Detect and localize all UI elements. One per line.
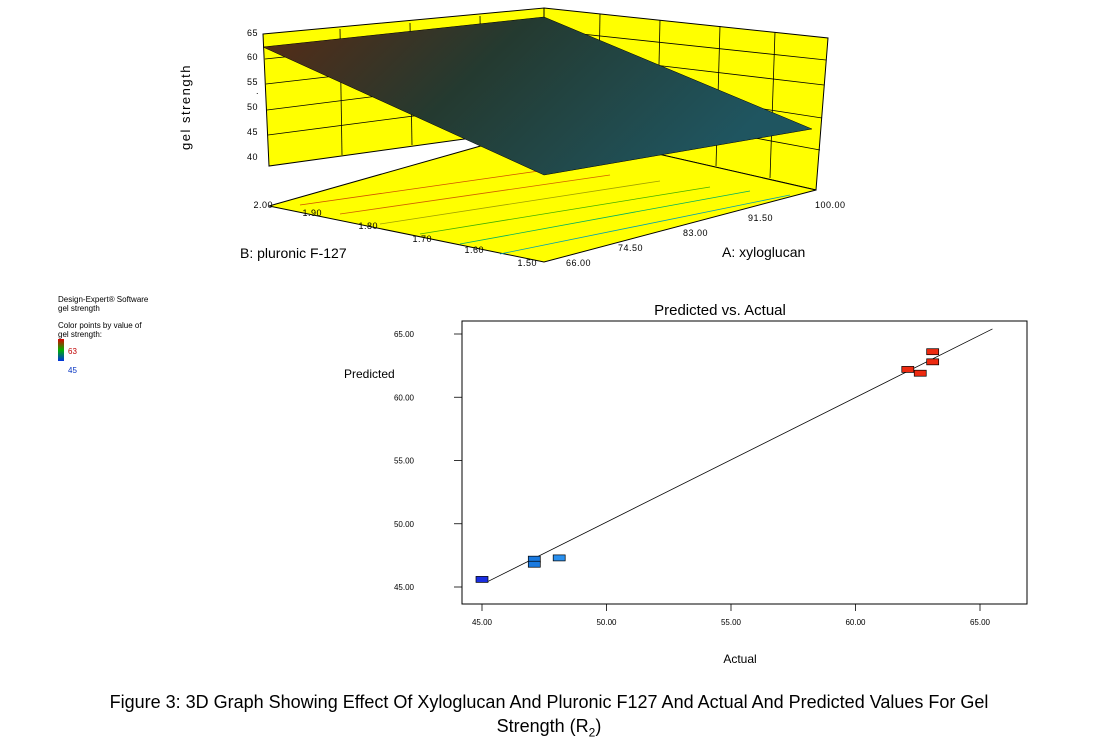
x-tick-label: 50.00: [596, 618, 617, 627]
y-tick-label: 50.00: [394, 520, 415, 529]
chart-title: Predicted vs. Actual: [654, 302, 786, 319]
b-axis-label: B: pluronic F-127: [240, 245, 347, 261]
z-tick-label: 60: [247, 52, 258, 62]
b-tick-label: 1.80: [358, 221, 378, 231]
software-label: Design-Expert® Software: [58, 295, 149, 304]
caption-line-1: Figure 3: 3D Graph Showing Effect Of Xyl…: [109, 692, 989, 712]
plot-frame: [461, 320, 1028, 605]
a-axis-label: A: xyloglucan: [722, 244, 805, 260]
data-point: [552, 554, 566, 562]
response-label: gel strength: [58, 304, 100, 313]
data-point: [913, 369, 927, 377]
a-tick-label: 100.00: [815, 200, 846, 210]
a-tick-label: 66.00: [566, 258, 591, 268]
caption-subscript: 2: [588, 725, 596, 740]
a-tick-label: 91.50: [748, 213, 773, 223]
y-tick-label: 65.00: [394, 330, 415, 339]
b-tick-label: 1.60: [464, 245, 484, 255]
caption-line-2-text: Strength (R: [496, 716, 589, 736]
reference-line: [486, 328, 993, 583]
z-axis-extra-tick: .: [256, 86, 259, 96]
x-axis-label: Actual: [723, 652, 756, 666]
color-scale-high: 63: [68, 347, 77, 356]
y-axis-ticks: 45.00 50.00 55.00 60.00 65.00: [394, 330, 462, 592]
x-tick-label: 55.00: [721, 618, 742, 627]
x-tick-label: 45.00: [472, 618, 493, 627]
floor-plane: [268, 127, 817, 263]
z-tick-label: 45: [247, 127, 258, 137]
legend-panel: Design-Expert® Software gel strength Col…: [58, 295, 149, 375]
y-tick-label: 60.00: [394, 393, 415, 402]
data-point: [527, 560, 541, 568]
data-point: [475, 576, 489, 583]
caption-line-2-end: ): [595, 716, 602, 736]
z-tick-label: 55: [247, 77, 258, 87]
data-point: [926, 358, 940, 366]
y-axis-label: Predicted: [344, 367, 395, 381]
color-by-label-2: gel strength:: [58, 330, 103, 339]
y-tick-label: 45.00: [394, 583, 415, 592]
data-point: [926, 348, 940, 356]
b-tick-label: 2.00: [253, 200, 273, 210]
b-tick-label: 1.70: [412, 234, 432, 244]
z-tick-label: 40: [247, 152, 258, 162]
a-tick-label: 83.00: [683, 228, 708, 238]
data-points: [475, 348, 940, 583]
caption-line-2: Strength (R2): [0, 714, 1098, 745]
z-tick-label: 50: [247, 102, 258, 112]
b-axis-ticks: 1.50 1.60 1.70 1.80 1.90 2.00: [253, 200, 537, 268]
figure-caption: Figure 3: 3D Graph Showing Effect Of Xyl…: [0, 690, 1098, 745]
response-surface: [262, 16, 813, 176]
z-tick-label: 65: [247, 28, 258, 38]
color-by-label-1: Color points by value of: [58, 321, 142, 330]
b-tick-label: 1.50: [517, 258, 537, 268]
a-tick-label: 74.50: [618, 243, 643, 253]
floor-contours: [299, 167, 791, 255]
y-tick-label: 55.00: [394, 457, 415, 466]
z-axis-ticks: 40 45 50 55 60 65: [247, 28, 258, 162]
z-axis-label: gel strength: [178, 64, 193, 150]
x-axis-ticks: 45.00 50.00 55.00 60.00 65.00: [472, 604, 991, 627]
color-scale-low: 45: [68, 366, 77, 375]
data-point: [901, 366, 915, 373]
x-tick-label: 60.00: [845, 618, 866, 627]
a-axis-ticks: 66.00 74.50 83.00 91.50 100.00: [566, 200, 846, 268]
b-tick-label: 1.90: [302, 208, 322, 218]
x-tick-label: 65.00: [970, 618, 991, 627]
predicted-vs-actual-chart: Predicted vs. Actual Predicted Actual 45…: [344, 302, 1028, 666]
color-scale-bar: [58, 339, 64, 361]
